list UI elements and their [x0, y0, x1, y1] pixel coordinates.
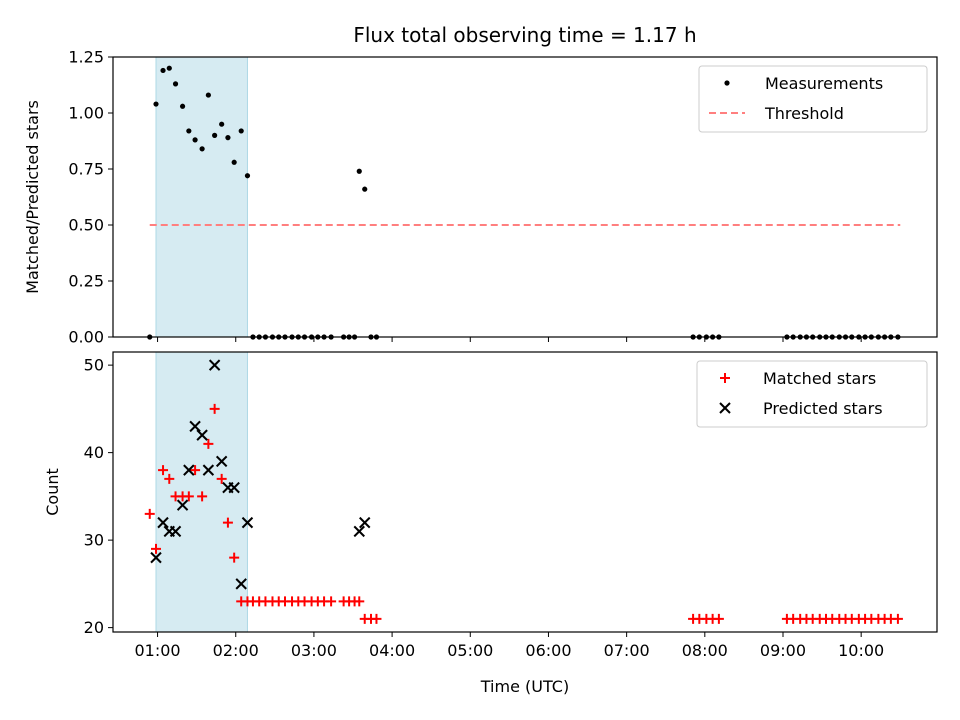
y-tick-label: 0.00: [68, 328, 104, 347]
data-point: [203, 438, 214, 449]
x-tick-label: 03:00: [291, 641, 337, 660]
y-tick-label: 30: [84, 531, 104, 550]
data-point: [208, 359, 221, 371]
y-tick-label: 0.25: [68, 272, 104, 291]
data-point: [183, 464, 195, 476]
legend-item: Measurements: [724, 74, 883, 93]
y-tick-label: 0.50: [68, 216, 104, 235]
legend-item: Predicted stars: [719, 399, 883, 418]
legend-label: Measurements: [765, 74, 883, 93]
data-point: [222, 517, 233, 528]
panel-2: 01:00 02:00 03:00 04:00 05:00 06:00 07:00 08:00…: [43, 351, 938, 660]
data-point: [225, 135, 231, 141]
data-point: [192, 137, 198, 143]
data-point: [144, 508, 155, 519]
data-point: [354, 596, 365, 607]
data-point: [241, 516, 254, 529]
data-point: [190, 465, 201, 476]
data-point: [176, 499, 189, 511]
plot-frame: [112, 56, 938, 338]
data-point: [353, 525, 365, 538]
y-tick-label: 40: [84, 443, 104, 462]
x-tick-label: 10:00: [838, 641, 884, 660]
chart-title: Flux total observing time = 1.17 h: [353, 23, 696, 47]
x-axis-label: Time (UTC): [480, 677, 569, 696]
x-tick-label: 09:00: [760, 641, 806, 660]
x-tick-label: 08:00: [682, 641, 728, 660]
data-point: [205, 92, 211, 98]
plot-frame: [112, 351, 938, 633]
data-point: [231, 159, 237, 165]
x-tick-label: 07:00: [604, 641, 650, 660]
data-point: [150, 543, 161, 554]
legend-label: Matched stars: [763, 369, 876, 388]
legend-item: Matched stars: [720, 369, 876, 388]
y-axis-label: Count: [43, 468, 62, 516]
data-point: [202, 464, 215, 476]
data-point: [215, 455, 228, 468]
data-point: [179, 103, 186, 109]
data-point: [359, 516, 371, 529]
data-point: [362, 186, 368, 192]
x-tick-label: 02:00: [213, 641, 259, 660]
legend: Measurements Threshold: [698, 65, 928, 133]
data-point: [235, 578, 247, 590]
data-point: [158, 465, 169, 476]
data-point: [371, 613, 382, 624]
data-point: [238, 128, 244, 134]
data-point: [209, 403, 220, 414]
data-point: [189, 420, 201, 433]
y-tick-label: 1.00: [68, 104, 104, 123]
legend: Matched stars Predicted stars: [696, 360, 928, 428]
legend-box: [696, 360, 928, 428]
data-point: [892, 613, 903, 624]
x-tick-label: 04:00: [369, 641, 415, 660]
data-point: [212, 132, 218, 138]
data-point: [356, 168, 362, 174]
data-point: [713, 613, 724, 624]
series-predicted-stars: [150, 359, 371, 590]
data-point: [244, 173, 251, 179]
legend-marker: [724, 80, 730, 86]
data-point: [157, 516, 169, 529]
y-tick-label: 0.75: [68, 160, 104, 179]
data-point: [199, 146, 205, 152]
data-point: [169, 525, 182, 538]
y-tick-label: 1.25: [68, 48, 104, 67]
data-point: [216, 473, 227, 484]
data-point: [164, 473, 175, 484]
panel-1: 0.00 0.25 0.50 0.75 1.00 1.25 Matched/Predicte…: [23, 48, 938, 347]
legend-marker: [719, 402, 731, 414]
data-point: [219, 121, 225, 127]
data-point: [183, 491, 194, 502]
y-tick-label: 20: [84, 618, 104, 637]
data-point: [186, 128, 192, 134]
x-tick-label: 01:00: [135, 641, 181, 660]
data-point: [160, 67, 166, 74]
x-tick-label: 05:00: [447, 641, 493, 660]
legend-marker: [720, 373, 730, 383]
legend-label: Threshold: [764, 104, 844, 123]
data-point: [196, 429, 208, 441]
legend-item: Threshold: [709, 104, 844, 123]
legend-label: Predicted stars: [763, 399, 883, 418]
data-point: [150, 551, 162, 564]
data-point: [172, 81, 179, 87]
legend-box: [698, 65, 928, 133]
data-point: [153, 101, 159, 107]
y-tick-label: 50: [84, 356, 104, 375]
shaded-interval: [155, 56, 248, 338]
data-point: [229, 552, 240, 563]
y-axis-label: Matched/Predicted stars: [23, 100, 42, 294]
data-point: [197, 491, 208, 502]
x-tick-label: 06:00: [525, 641, 571, 660]
data-point: [166, 65, 172, 71]
data-point: [228, 481, 240, 494]
data-point: [326, 596, 337, 607]
series-matched-stars: [144, 403, 903, 624]
